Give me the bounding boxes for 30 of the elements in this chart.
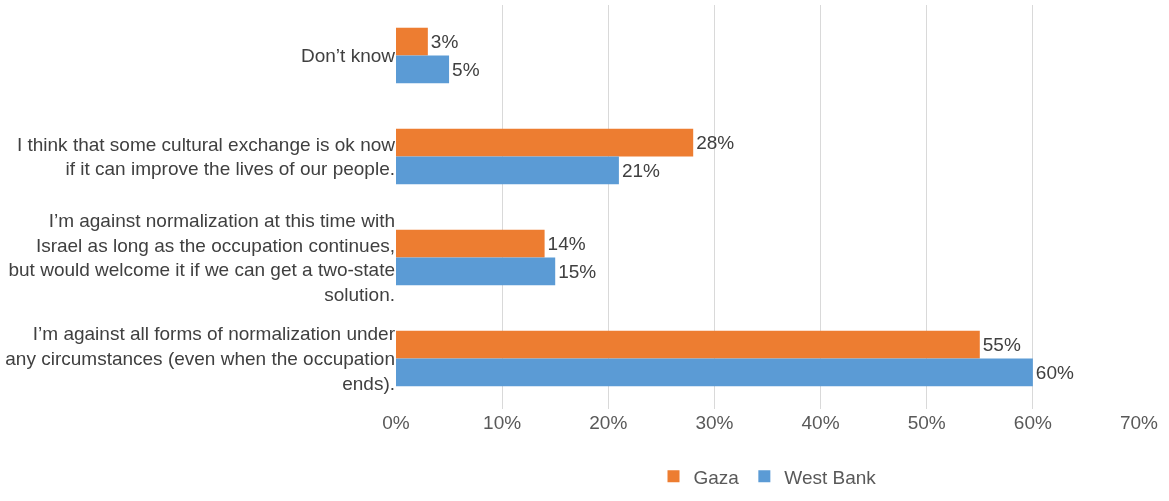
x-tick-label: 20% — [589, 412, 628, 433]
bar — [396, 156, 619, 185]
data-label: 3% — [430, 31, 459, 53]
x-tick-label: 10% — [483, 412, 522, 433]
x-tick-label: 0% — [382, 412, 410, 433]
y-tick-label: I’m against all forms of normalization under any circumstances (even when the occupation ends). — [5, 323, 396, 394]
bar — [396, 55, 450, 84]
data-label: 28% — [696, 132, 735, 154]
bar — [396, 330, 980, 359]
x-tick-label: 60% — [1013, 412, 1052, 433]
x-tick-label: 50% — [907, 412, 946, 433]
data-label: 15% — [558, 260, 597, 282]
data-label: 5% — [452, 58, 480, 80]
legend-label: Gaza — [693, 466, 740, 488]
bar — [396, 257, 556, 286]
x-tick-label: 70% — [1119, 412, 1159, 433]
legend-label: West Bank — [784, 466, 877, 488]
y-tick-label: I’m against normalization at this time with Israel as long as the occupation continues, but would welcome it if we can get a two-state solution. — [8, 210, 395, 306]
data-label: 14% — [547, 233, 586, 255]
data-label: 55% — [982, 334, 1021, 356]
bar — [396, 27, 428, 56]
x-tick-label: 30% — [695, 412, 734, 433]
data-label: 60% — [1035, 361, 1074, 383]
y-tick-label: I think that some cultural exchange is ok now if it can improve the lives of our people. — [16, 133, 396, 180]
data-label: 21% — [621, 159, 661, 181]
bar — [396, 358, 1033, 387]
x-tick-label: 40% — [801, 412, 840, 433]
bar — [396, 229, 545, 258]
bar — [396, 128, 694, 157]
y-tick-label: Don’t know — [301, 45, 396, 67]
